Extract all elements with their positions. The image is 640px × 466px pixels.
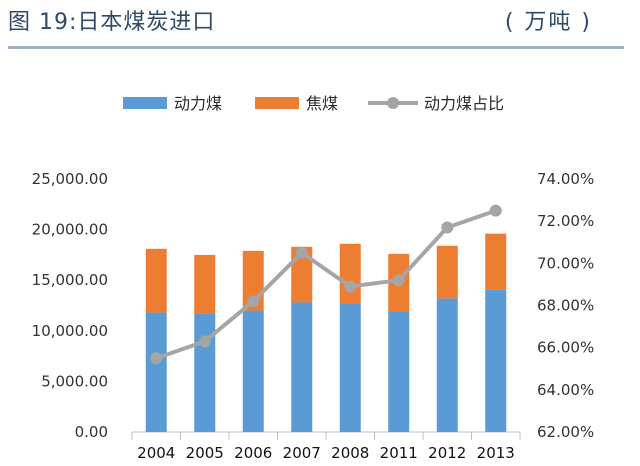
x-tick-label: 2012	[428, 444, 466, 462]
line-point	[441, 221, 454, 234]
line-point	[247, 295, 260, 308]
bar-thermal-coal	[339, 303, 361, 432]
unit-label: ( 万吨 )	[504, 10, 592, 35]
legend-swatch-coking-coal	[255, 97, 299, 109]
y-left-tick-label: 20,000.00	[32, 221, 108, 239]
y-left-tick-label: 0.00	[75, 423, 108, 441]
bar-coking-coal	[339, 243, 361, 304]
y-left-tick-label: 10,000.00	[32, 322, 108, 340]
bar-thermal-coal	[242, 310, 264, 432]
bar-thermal-coal	[485, 289, 507, 432]
bar-coking-coal	[485, 233, 507, 290]
bar-coking-coal	[194, 254, 216, 314]
bar-thermal-coal	[388, 311, 410, 432]
figure-header: 图 19:日本煤炭进口 ( 万吨 )	[0, 0, 640, 60]
y-right-tick-label: 74.00%	[537, 170, 594, 188]
y-right-tick-label: 70.00%	[537, 254, 594, 272]
line-thermal-share	[155, 208, 497, 361]
legend-label-coking-coal: 焦煤	[306, 94, 338, 113]
line-point	[198, 335, 211, 348]
y-right-tick-label: 72.00%	[537, 212, 594, 230]
bar-thermal-coal	[436, 298, 458, 432]
legend-marker-thermal-share	[387, 97, 399, 109]
y-left-tick-label: 5,000.00	[41, 372, 108, 390]
bar-thermal-coal	[145, 312, 167, 432]
line-point	[392, 274, 405, 287]
x-tick-label: 2008	[331, 444, 369, 462]
bar-coking-coal	[145, 248, 167, 313]
x-tick-label: 2011	[380, 444, 418, 462]
y-left-tick-label: 15,000.00	[32, 271, 108, 289]
legend-label-thermal-share: 动力煤占比	[424, 94, 504, 113]
y-right-tick-label: 66.00%	[537, 339, 594, 357]
bar-thermal-coal	[194, 313, 216, 432]
x-tick-label: 2006	[234, 444, 272, 462]
x-tick-label: 2004	[137, 444, 175, 462]
bar-thermal-coal	[291, 302, 313, 432]
legend-swatch-thermal-coal	[123, 97, 167, 109]
x-tick-label: 2005	[186, 444, 224, 462]
x-tick-label: 2013	[477, 444, 515, 462]
line-point	[150, 352, 163, 365]
bar-coking-coal	[436, 245, 458, 299]
header-divider	[8, 46, 624, 49]
line-point	[489, 204, 502, 217]
y-right-tick-label: 62.00%	[537, 423, 594, 441]
line-point	[344, 280, 357, 293]
x-tick-label: 2007	[283, 444, 321, 462]
legend-label-thermal-coal: 动力煤	[174, 94, 222, 113]
line-point	[295, 246, 308, 259]
y-left-tick-label: 25,000.00	[32, 170, 108, 188]
y-right-tick-label: 64.00%	[537, 381, 594, 399]
figure-title: 图 19:日本煤炭进口	[8, 10, 216, 35]
y-right-tick-label: 68.00%	[537, 297, 594, 315]
